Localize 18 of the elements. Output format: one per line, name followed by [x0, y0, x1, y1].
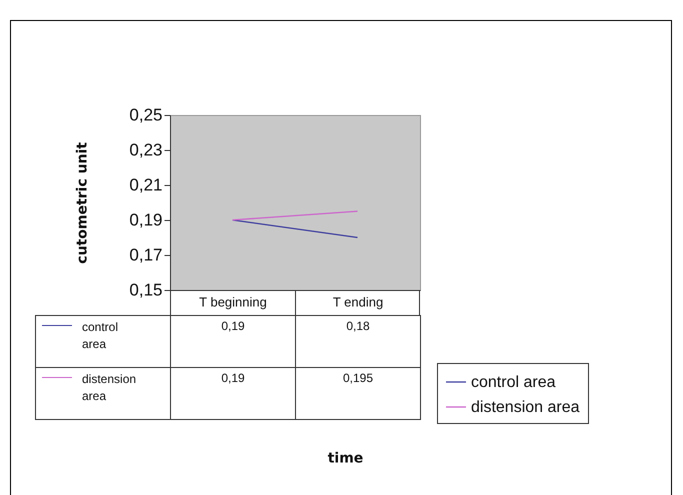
y-tick-label: 0,21: [129, 176, 162, 194]
y-tick-label: 0,25: [129, 106, 162, 124]
y-tick-label: 0,15: [129, 280, 162, 300]
data-label: 0,195: [342, 371, 374, 385]
data-label: 0,18: [345, 319, 371, 333]
text: distension area: [471, 399, 580, 416]
y-axis-title: cutometric unit: [74, 142, 90, 264]
data-label: 0,19: [220, 371, 246, 385]
x-tick-label: T beginning: [199, 294, 267, 310]
y-tick-label: 0,17: [129, 246, 162, 264]
text: control area: [471, 374, 556, 391]
data-label: 0,19: [220, 319, 246, 333]
x-tick-label: T ending: [332, 294, 384, 310]
y-tick-label: 0,19: [129, 210, 162, 230]
legend-label: distension area: [82, 371, 138, 405]
text: time: [328, 450, 364, 466]
legend-label: control area: [82, 319, 120, 353]
y-tick-label: 0,23: [129, 140, 162, 160]
